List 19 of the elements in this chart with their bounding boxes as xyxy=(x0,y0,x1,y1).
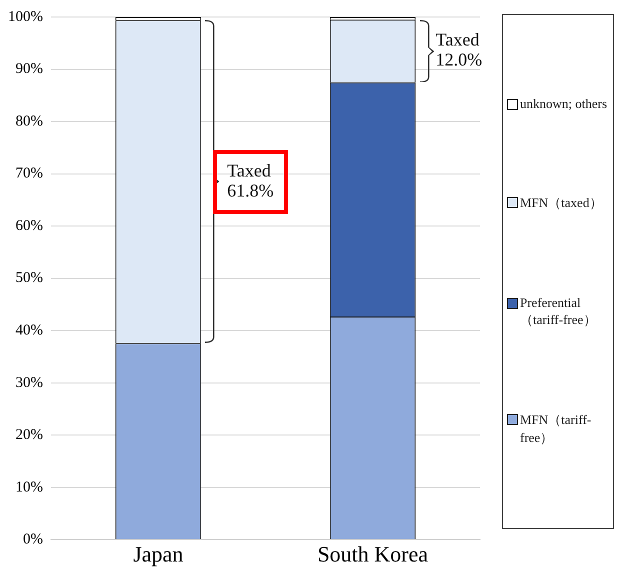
y-tick-label: 20% xyxy=(15,427,43,444)
y-tick-label: 100% xyxy=(8,8,43,25)
x-tick-label: Japan xyxy=(133,542,184,567)
y-tick-label: 50% xyxy=(15,270,43,286)
y-tick-label: 10% xyxy=(15,479,43,496)
annotation: Taxed 12.0% xyxy=(436,30,482,70)
y-tick-label: 60% xyxy=(15,218,43,234)
legend-label: MFN（taxed） xyxy=(520,194,602,212)
annotation: Taxed 61.8% xyxy=(227,160,274,200)
text: unknown; others xyxy=(520,96,608,112)
legend-label: MFN（tariff-free） xyxy=(520,410,592,447)
y-tick-label: 40% xyxy=(15,322,43,338)
y-tick-label: 0% xyxy=(22,532,43,548)
y-tick-label: 70% xyxy=(15,166,43,182)
x-tick-label: South Korea xyxy=(317,542,428,567)
y-tick-label: 90% xyxy=(15,61,43,78)
legend-label: Preferential（tariff-free） xyxy=(520,294,598,329)
y-tick-label: 30% xyxy=(15,374,43,391)
y-tick-label: 80% xyxy=(15,113,43,130)
